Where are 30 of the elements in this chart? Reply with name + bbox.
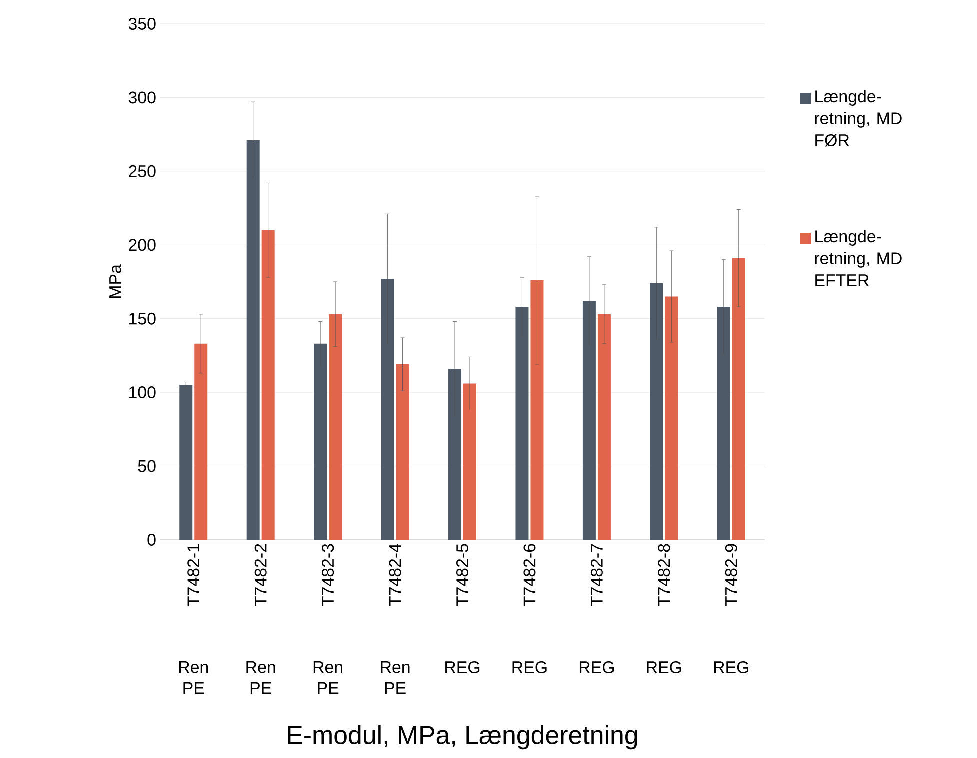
y-tick-label: 150 [130, 312, 156, 325]
text: Ren PE [179, 662, 208, 694]
y-tick-label: 100 [130, 386, 156, 399]
x-tick-label: T7482-2 [254, 544, 267, 606]
x-tick-label: T7482-6 [524, 544, 536, 606]
x-tick-label: T7482-9 [725, 544, 738, 606]
x-axis-title: E-modul, MPa, Længderetning [288, 725, 638, 750]
text: Ren PE [246, 662, 276, 694]
y-tick-label: 200 [129, 239, 156, 252]
text: Ren PE [381, 662, 410, 694]
legend-label: Længde-retning, MD EFTER [815, 230, 902, 286]
y-tick-label: 350 [128, 18, 156, 30]
text: REG [512, 662, 547, 674]
y-tick-label: 250 [129, 165, 156, 178]
text: REG [580, 662, 614, 674]
y-tick-label: 0 [148, 534, 156, 546]
x-tick-label: T7482-8 [658, 544, 670, 606]
x-tick-label: T7482-4 [389, 544, 402, 606]
text: REG [446, 662, 480, 674]
y-tick-label: 50 [138, 460, 156, 472]
x-tick-label: T7482-5 [456, 544, 469, 606]
text: Ren PE [314, 662, 342, 694]
y-axis-title: MPa [110, 264, 122, 298]
y-tick-label: 300 [128, 92, 156, 104]
x-tick-label: T7482-3 [322, 544, 334, 606]
text: REG [714, 662, 748, 674]
x-tick-label: T7482-7 [590, 544, 603, 606]
legend-label: Længde-retning, MD FØR [815, 90, 902, 147]
text: REG [647, 662, 682, 674]
x-tick-label: T7482-1 [188, 544, 200, 606]
